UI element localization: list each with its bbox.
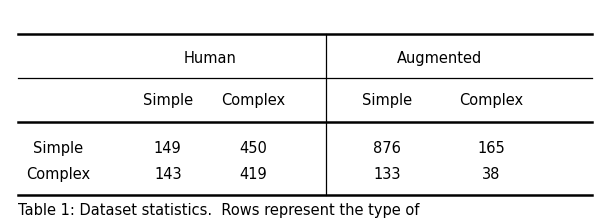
Text: Simple: Simple [143,93,193,108]
Text: Complex: Complex [221,93,285,108]
Text: Complex: Complex [26,167,90,182]
Text: Table 1: Dataset statistics.  Rows represent the type of: Table 1: Dataset statistics. Rows repres… [18,203,420,218]
Text: 38: 38 [482,167,500,182]
Text: Simple: Simple [33,141,83,156]
Text: 149: 149 [154,141,182,156]
Text: 419: 419 [239,167,267,182]
Text: Augmented: Augmented [396,51,482,66]
Text: 143: 143 [154,167,182,182]
Text: 876: 876 [373,141,401,156]
Text: Complex: Complex [459,93,523,108]
Text: Human: Human [184,51,237,66]
Text: 133: 133 [373,167,401,182]
Text: 450: 450 [239,141,267,156]
Text: 165: 165 [477,141,505,156]
Text: Simple: Simple [362,93,412,108]
